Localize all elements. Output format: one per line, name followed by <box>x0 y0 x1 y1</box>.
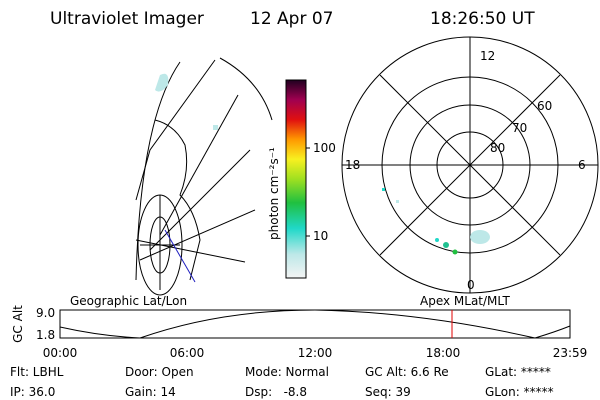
date: 12 Apr 07 <box>250 9 333 29</box>
globe-map-path <box>135 59 216 201</box>
polar-plot-ellipse <box>470 230 490 244</box>
x-label: 00:00 <box>43 346 78 360</box>
colorbar-tick: 100 <box>313 141 336 155</box>
instrument: Ultraviolet Imager <box>50 9 204 29</box>
status-item: Flt: LBHL <box>10 365 64 379</box>
status: Flt: LBHL Door: Open Mode: Normal GC Alt… <box>10 365 554 399</box>
mlat-label: 60 <box>537 99 552 113</box>
mlt-label: 18 <box>345 158 360 172</box>
x-label: 12:00 <box>298 346 333 360</box>
orbit-strip-rect <box>59 309 571 339</box>
x-label: 23:59 <box>553 346 588 360</box>
x-label: 06:00 <box>170 346 205 360</box>
colorbar-rect <box>285 79 307 279</box>
header: Ultraviolet Imager 12 Apr 07 18:26:50 UT <box>50 9 535 29</box>
orbit-strip: Geographic Lat/Lon Apex MLat/MLT GC Alt … <box>11 294 587 360</box>
status-item: Mode: Normal <box>245 365 329 379</box>
polar-plot: 12 18 6 0 60 70 80 <box>341 36 599 294</box>
polar-plot-circle <box>435 238 439 242</box>
status-item: GLat: ***** <box>485 365 551 379</box>
mlt-label: 12 <box>480 49 495 63</box>
colorbar: 100 10 photon cm⁻²s⁻¹ <box>267 79 336 279</box>
polar-plot-rect <box>396 200 399 203</box>
polar-plot-g-line <box>379 74 561 256</box>
y-label: 9.0 <box>36 306 55 320</box>
status-item: Seq: 39 <box>365 385 411 399</box>
globe-map-rect <box>213 125 218 130</box>
status-item: GLon: ***** <box>485 385 554 399</box>
orbit-strip-path <box>59 309 571 339</box>
x-label: 18:00 <box>426 346 461 360</box>
status-item: Dsp: -8.8 <box>245 385 307 399</box>
status-item: IP: 36.0 <box>10 385 55 399</box>
globe-map-path <box>159 94 239 236</box>
globe-map-path <box>219 57 273 121</box>
status-item: Gain: 14 <box>125 385 176 399</box>
status-item: Door: Open <box>125 365 194 379</box>
axis-label: GC Alt <box>11 305 25 343</box>
globe-map-path <box>154 119 201 281</box>
globe-map-path <box>155 73 169 92</box>
mlt-label: 0 <box>467 278 475 292</box>
colorbar-label: photon cm⁻²s⁻¹ <box>267 147 281 240</box>
y-label: 1.8 <box>36 328 55 342</box>
polar-plot-g <box>342 37 598 293</box>
globe-map-path <box>139 209 256 261</box>
globe-map-path <box>164 229 196 283</box>
polar-plot-circle <box>452 249 458 255</box>
globe-map <box>135 57 273 296</box>
polar-plot-circle <box>443 242 449 248</box>
status-item: GC Alt: 6.6 Re <box>365 365 449 379</box>
mlt-label: 6 <box>578 158 586 172</box>
time: 18:26:50 UT <box>430 9 535 29</box>
globe-map-path <box>149 149 251 251</box>
colorbar-tick: 10 <box>313 229 328 243</box>
mlat-label: 70 <box>512 121 527 135</box>
strip-title: Geographic Lat/Lon <box>70 294 187 308</box>
mlat-label: 80 <box>490 141 505 155</box>
globe-map-path <box>135 239 246 263</box>
polar-plot-rect <box>382 188 385 191</box>
strip-title: Apex MLat/MLT <box>420 294 510 308</box>
